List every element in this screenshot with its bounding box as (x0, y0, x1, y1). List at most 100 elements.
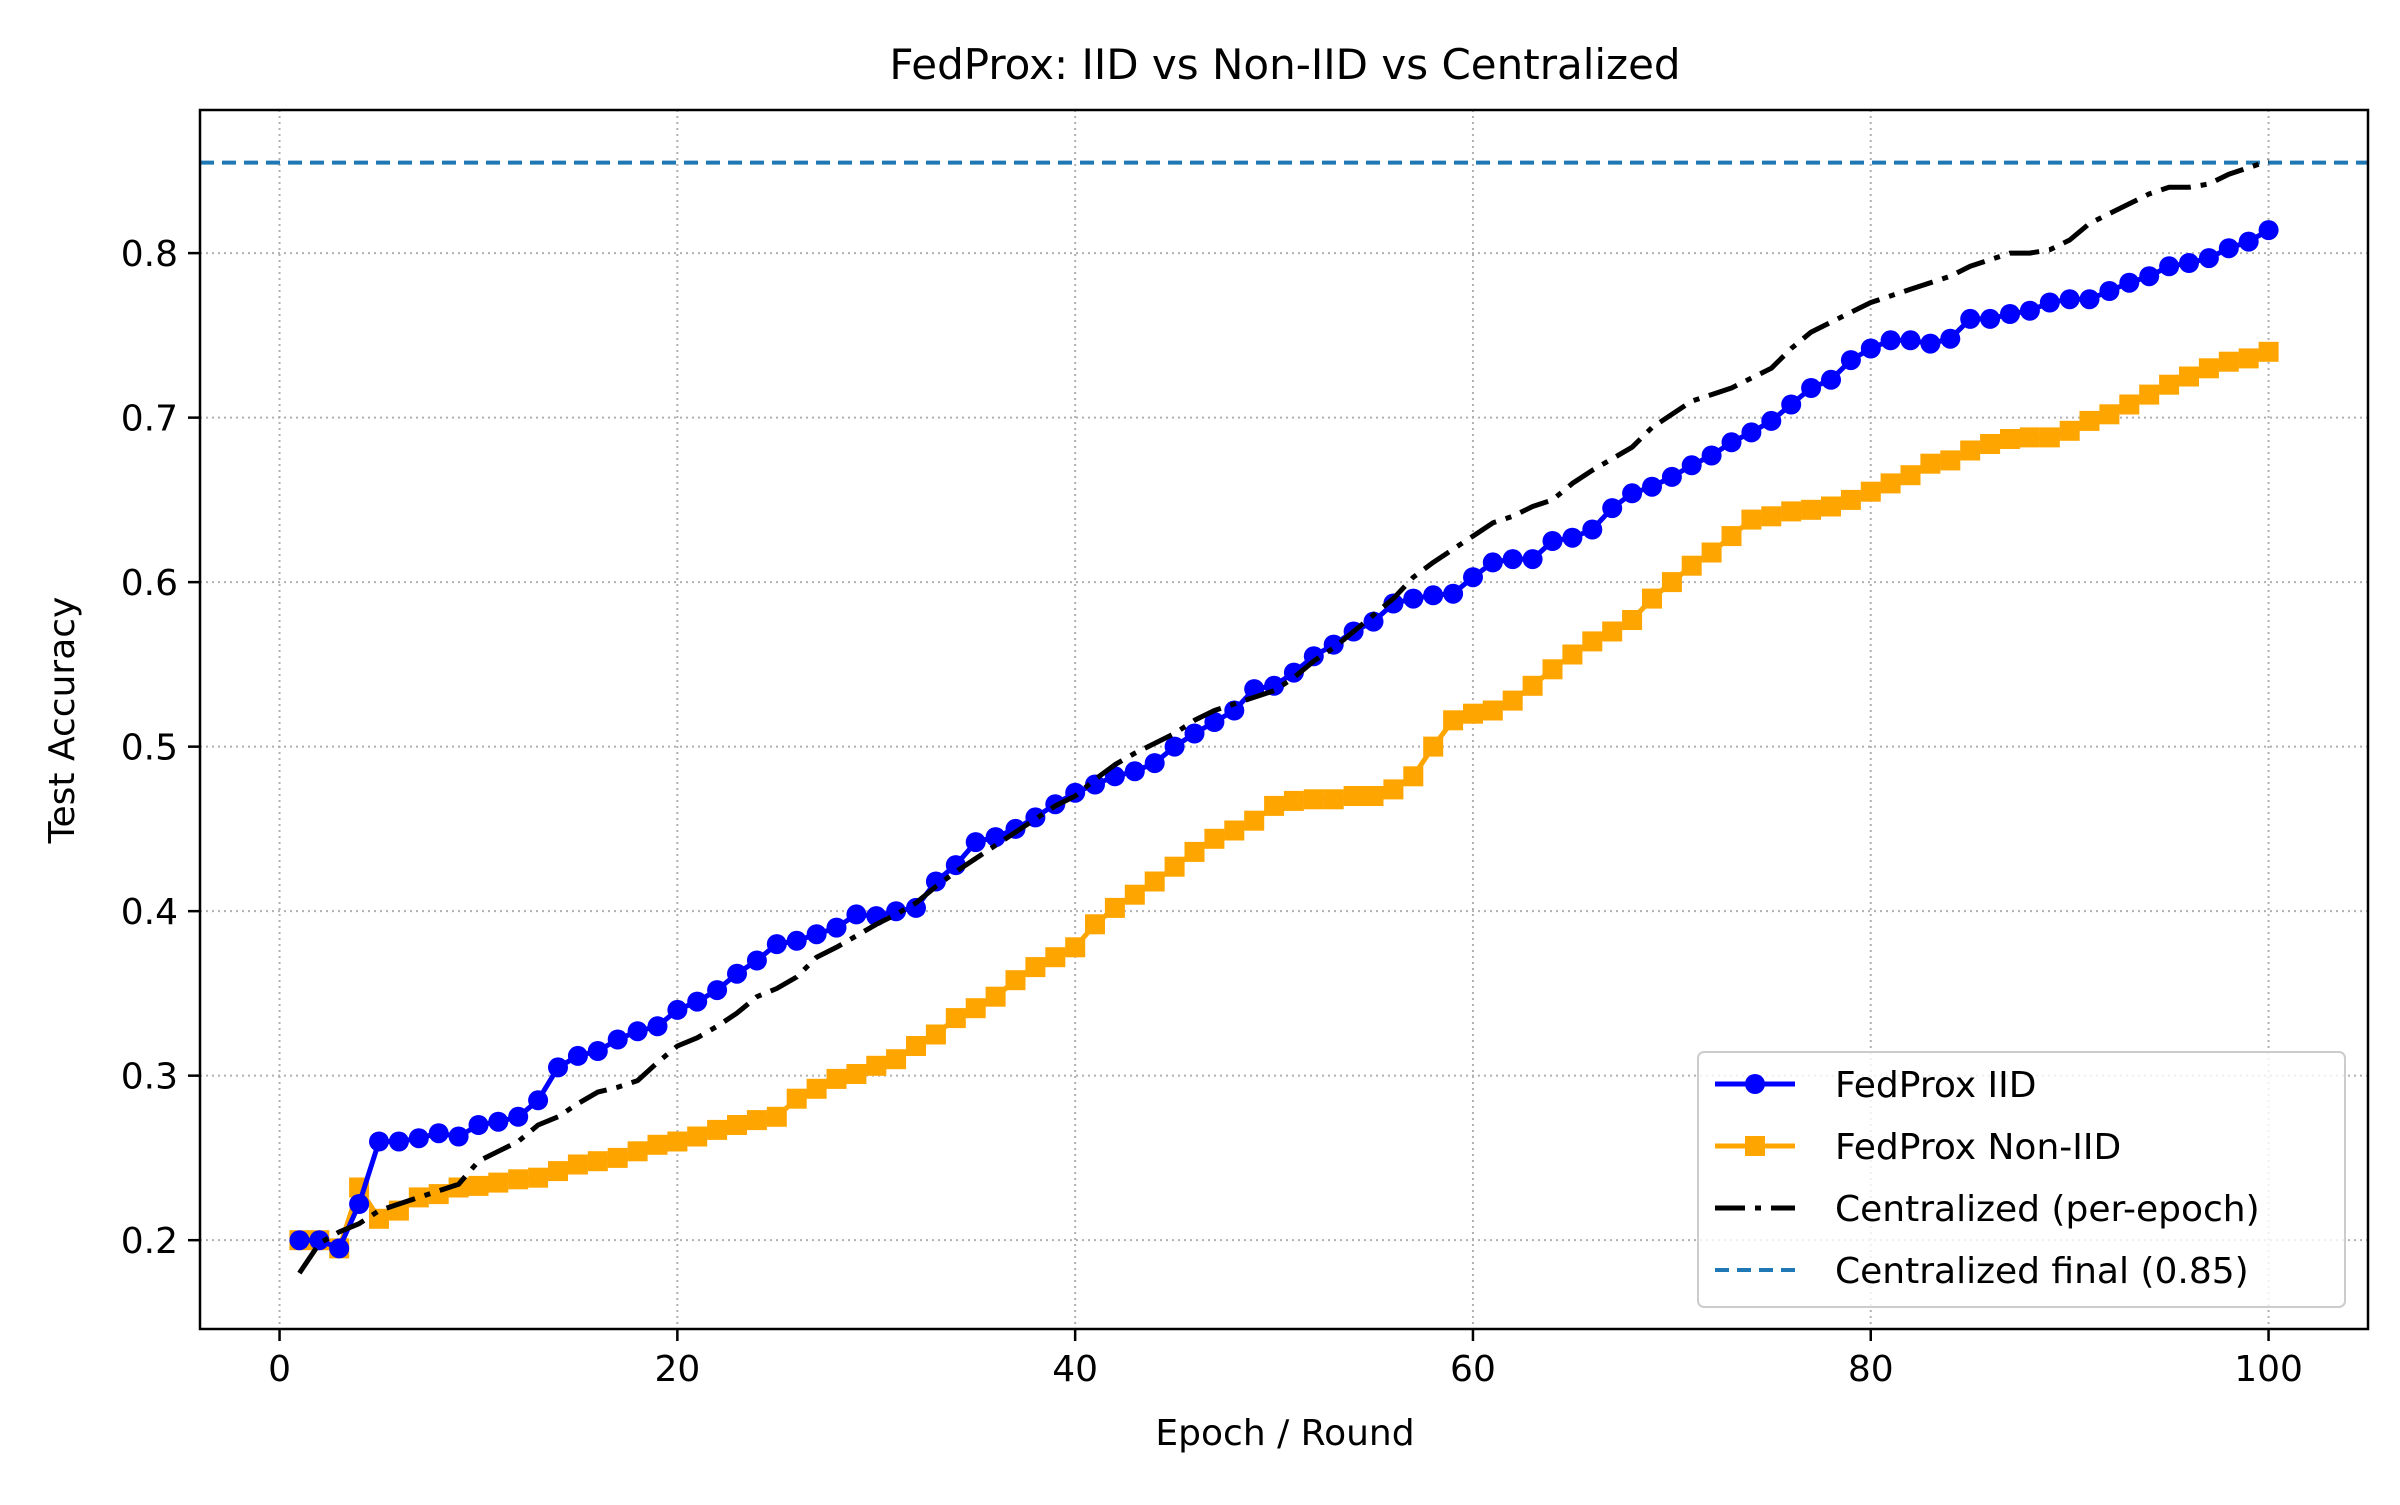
data-point-fedprox-iid (2218, 238, 2239, 259)
x-axis-label: Epoch / Round (1155, 1413, 1414, 1454)
data-point-fedprox-iid (607, 1029, 628, 1050)
data-point-fedprox-non-iid (1283, 790, 1304, 811)
legend-entry-centralized-per-epoch: Centralized (per-epoch) (1715, 1189, 2260, 1230)
data-point-fedprox-non-iid (1562, 644, 1583, 665)
data-point-fedprox-iid (448, 1126, 469, 1147)
data-point-fedprox-iid (587, 1041, 608, 1061)
data-point-fedprox-non-iid (2198, 358, 2219, 379)
data-point-fedprox-non-iid (567, 1154, 588, 1175)
y-tick-label: 0.7 (121, 399, 178, 440)
data-point-fedprox-iid (1144, 753, 1165, 774)
y-axis-label: Test Accuracy (42, 597, 83, 845)
data-point-fedprox-iid (349, 1194, 370, 1214)
data-point-fedprox-iid (1642, 476, 1662, 497)
data-point-fedprox-non-iid (488, 1172, 509, 1193)
x-tick-label: 0 (268, 1349, 291, 1390)
data-point-fedprox-iid (1443, 583, 1464, 604)
legend: FedProx IID FedProx Non-IID Centralized … (1697, 1051, 2346, 1308)
data-point-fedprox-non-iid (766, 1106, 787, 1127)
data-point-fedprox-non-iid (1303, 789, 1324, 810)
data-point-fedprox-non-iid (2119, 394, 2140, 415)
legend-label-fedprox-iid: FedProx IID (1835, 1065, 2036, 1106)
data-point-fedprox-iid (906, 897, 926, 918)
data-point-fedprox-non-iid (1980, 434, 2001, 454)
data-point-fedprox-non-iid (627, 1141, 648, 1162)
data-point-fedprox-iid (1025, 807, 1046, 828)
data-point-fedprox-iid (667, 999, 688, 1020)
data-point-fedprox-non-iid (2238, 348, 2259, 369)
x-tick-label: 60 (1450, 1349, 1496, 1390)
data-point-fedprox-non-iid (1045, 947, 1066, 968)
data-point-fedprox-non-iid (746, 1110, 767, 1131)
data-point-fedprox-iid (1383, 593, 1404, 614)
data-point-fedprox-non-iid (707, 1119, 728, 1140)
data-point-fedprox-iid (1164, 736, 1185, 757)
data-point-fedprox-iid (1900, 330, 1921, 351)
data-point-fedprox-non-iid (1482, 700, 1503, 721)
data-point-fedprox-non-iid (1761, 506, 1782, 527)
data-point-fedprox-non-iid (866, 1055, 887, 1076)
y-tick-label: 0.3 (121, 1057, 178, 1098)
legend-box (1697, 1051, 2346, 1308)
data-point-fedprox-iid (1283, 662, 1304, 683)
data-point-fedprox-iid (1801, 378, 1822, 398)
data-point-fedprox-non-iid (1522, 675, 1543, 696)
data-point-fedprox-iid (1204, 712, 1225, 732)
y-tick-label: 0.5 (121, 728, 178, 769)
data-point-fedprox-non-iid (448, 1177, 469, 1198)
data-point-fedprox-iid (1582, 519, 1603, 540)
series-layer (200, 158, 2368, 1275)
data-point-fedprox-non-iid (1065, 937, 1086, 958)
data-point-fedprox-iid (965, 832, 986, 853)
legend-label-fedprox-non-iid: FedProx Non-IID (1835, 1127, 2121, 1168)
data-point-fedprox-non-iid (1701, 542, 1722, 563)
data-point-fedprox-non-iid (1343, 786, 1364, 806)
data-point-fedprox-iid (886, 901, 907, 922)
y-tick-label: 0.8 (121, 234, 178, 275)
data-point-fedprox-non-iid (1025, 957, 1046, 978)
data-point-fedprox-non-iid (1244, 810, 1265, 831)
data-point-fedprox-non-iid (1502, 690, 1523, 711)
data-point-fedprox-non-iid (1542, 659, 1563, 680)
data-point-fedprox-non-iid (528, 1167, 549, 1188)
data-point-fedprox-non-iid (2059, 420, 2080, 441)
data-point-fedprox-non-iid (1423, 736, 1444, 757)
data-point-fedprox-iid (1602, 498, 1623, 519)
x-tick-label: 80 (1848, 1349, 1894, 1390)
plot-area-frame (198, 108, 2370, 1331)
data-point-fedprox-non-iid (548, 1161, 568, 1182)
data-point-fedprox-non-iid (1224, 820, 1245, 841)
legend-label-centralized-final: Centralized final (0.85) (1835, 1251, 2249, 1292)
data-point-fedprox-non-iid (1781, 501, 1802, 522)
data-point-fedprox-iid (1860, 338, 1881, 359)
data-point-fedprox-iid (408, 1128, 429, 1149)
data-point-fedprox-iid (925, 871, 946, 892)
data-point-fedprox-non-iid (408, 1187, 429, 1208)
data-point-fedprox-non-iid (1463, 703, 1483, 724)
data-point-fedprox-iid (1821, 369, 1841, 390)
data-point-fedprox-non-iid (786, 1088, 807, 1109)
data-point-fedprox-iid (1403, 588, 1424, 609)
data-point-fedprox-iid (1323, 634, 1344, 655)
data-point-fedprox-non-iid (806, 1078, 827, 1099)
data-point-fedprox-non-iid (846, 1064, 867, 1084)
data-point-fedprox-non-iid (587, 1151, 608, 1172)
legend-marker-fedprox-iid (1745, 1074, 1765, 1094)
data-point-fedprox-iid (786, 930, 807, 951)
data-point-fedprox-iid (1940, 328, 1961, 349)
data-point-fedprox-iid (1542, 531, 1563, 551)
data-point-fedprox-non-iid (925, 1024, 946, 1045)
data-point-fedprox-iid (468, 1115, 489, 1135)
data-point-fedprox-non-iid (906, 1036, 926, 1056)
data-point-fedprox-iid (1184, 723, 1205, 744)
data-point-fedprox-iid (727, 963, 747, 984)
data-point-fedprox-non-iid (2079, 410, 2100, 431)
data-point-fedprox-non-iid (2099, 404, 2120, 425)
data-point-fedprox-non-iid (2139, 384, 2160, 405)
data-point-fedprox-non-iid (2179, 366, 2199, 387)
data-point-fedprox-iid (1522, 549, 1543, 570)
y-tick-label: 0.4 (121, 892, 178, 933)
data-point-fedprox-non-iid (1264, 795, 1285, 816)
